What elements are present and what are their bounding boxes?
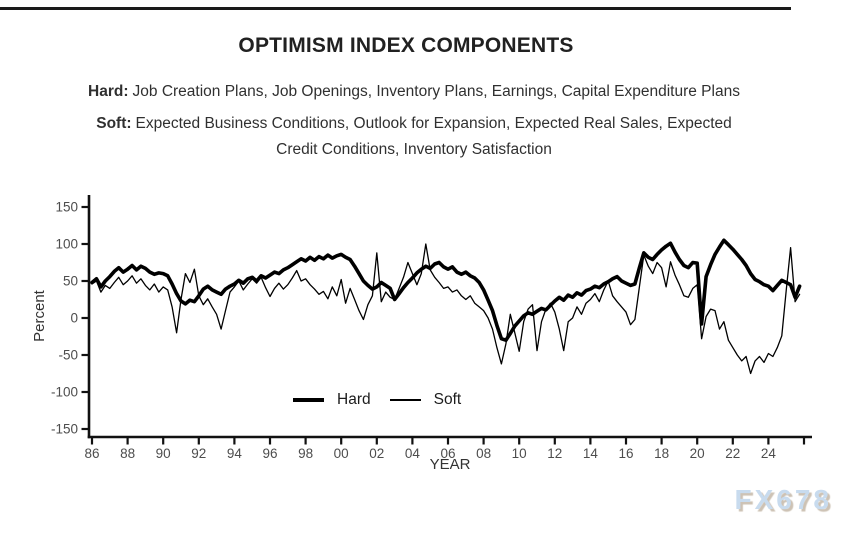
legend-hard-label: Hard [337,391,371,408]
x-tick-label: 06 [440,446,455,461]
x-tick-label: 10 [512,446,527,461]
x-axis-title: YEAR [430,456,471,473]
y-tick-label: 100 [55,237,78,252]
x-tick-label: 20 [690,446,705,461]
soft-components-text-line2: Credit Conditions, Inventory Satisfactio… [276,141,552,158]
soft-series-line [91,243,801,375]
x-tick-label: 98 [298,446,313,461]
x-tick-label: 16 [618,446,633,461]
y-tick-label: 0 [70,311,78,326]
soft-components-line: Soft: Expected Business Conditions, Outlo… [0,111,828,163]
page-title: OPTIMISM INDEX COMPONENTS [238,34,574,57]
hard-series-line [90,238,802,343]
x-tick-label: 12 [547,446,562,461]
x-tick-label: 94 [227,446,243,461]
x-tick-label: 14 [583,446,599,461]
hard-prefix: Hard: [88,83,129,100]
x-tick-label: 22 [725,446,740,461]
y-axis-title: Percent [31,289,48,342]
y-tick-label: 50 [63,274,78,289]
soft-prefix: Soft: [96,115,132,132]
x-tick-label: 08 [476,446,491,461]
y-tick-label: -50 [58,348,78,363]
hard-line-sample [293,398,324,402]
hard-components-text: Job Creation Plans, Job Openings, Invent… [132,83,740,100]
hard-components-line: Hard: Job Creation Plans, Job Openings, I… [0,79,828,105]
soft-components-text-line1: Expected Business Conditions, Outlook fo… [135,115,732,132]
x-tick-label: 90 [156,446,171,461]
x-tick-label: 04 [405,446,421,461]
chart-legend: Hard Soft [293,390,461,410]
x-tick-label: 24 [761,446,777,461]
x-tick-label: 86 [84,446,99,461]
y-tick-label: -150 [51,422,78,437]
x-tick-label: 18 [654,446,669,461]
legend-soft-label: Soft [433,391,462,408]
fx678-watermark: FX678 [734,484,832,515]
x-tick-label: 02 [369,446,384,461]
soft-line-sample [389,399,421,401]
x-tick-label: 88 [120,446,135,461]
y-tick-label: 150 [55,200,78,215]
x-tick-label: 96 [262,446,277,461]
x-tick-label: 92 [191,446,206,461]
y-tick-label: -100 [51,385,78,400]
top-rule [0,7,791,10]
x-tick-label: 00 [334,446,349,461]
